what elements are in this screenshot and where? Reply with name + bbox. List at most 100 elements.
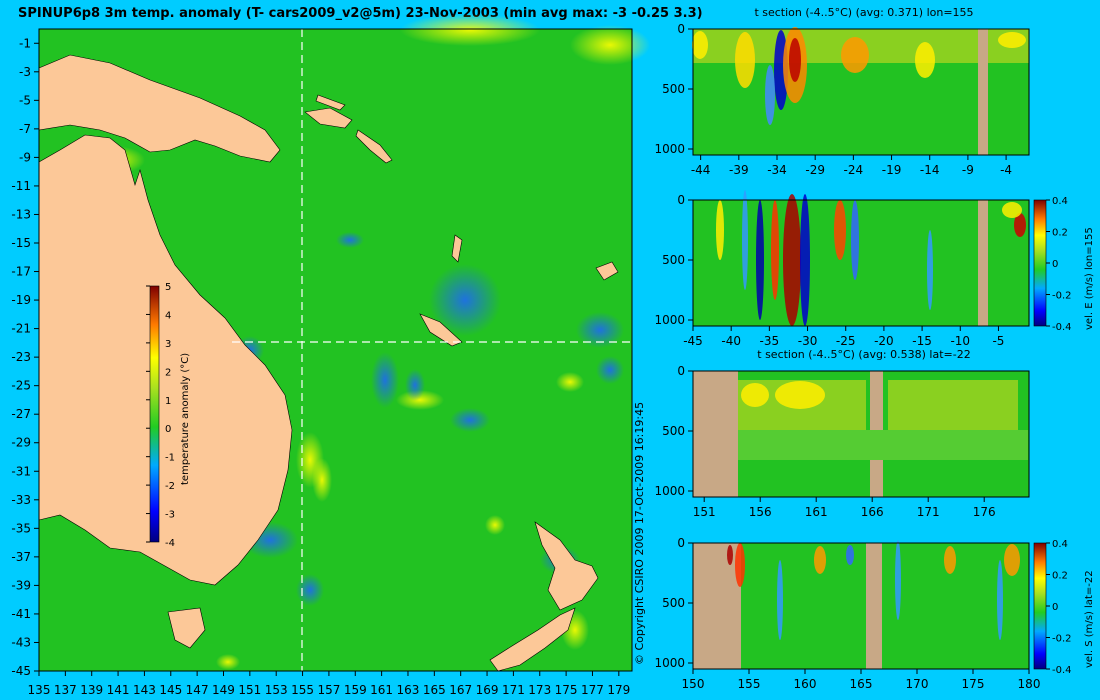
section-x-tick-label: -34 — [767, 163, 787, 177]
colorbar-tick-label: 0.4 — [1052, 196, 1068, 207]
section-vel-e-frame — [692, 199, 1030, 327]
map-y-tick-label: -15 — [11, 236, 31, 250]
map-x-tick-label: 179 — [607, 683, 630, 697]
section-x-tick-label: 166 — [861, 505, 884, 519]
map-x-tick-label: 159 — [344, 683, 367, 697]
map-colorbar-tick-label: -4 — [165, 538, 175, 549]
map-y-tick-label: -7 — [19, 122, 31, 136]
map-colorbar: 5 4 3 2 1 0 -1 -2 -3 -4 temperature anomaly (°C) — [146, 282, 191, 549]
section-x-tick-label: -10 — [950, 334, 970, 348]
section-x-tick-label: 161 — [805, 505, 828, 519]
section-x-tick-label: -20 — [874, 334, 894, 348]
map-anomaly-blob — [405, 369, 425, 401]
vel-s-colorbar-ramp — [1033, 542, 1047, 670]
section-y-tick-label: 500 — [662, 82, 685, 96]
map-x-tick-label: 135 — [28, 683, 51, 697]
colorbar-tick-label: 0.2 — [1052, 571, 1068, 582]
section-feature — [888, 380, 1018, 430]
section-feature — [742, 190, 748, 290]
map-y-tick-label: -1 — [19, 36, 31, 50]
map-x-tick-label: 173 — [528, 683, 551, 697]
section-feature — [1002, 202, 1022, 218]
colorbar-tick-label: 0.2 — [1052, 228, 1068, 239]
map-y-tick-label: -31 — [11, 464, 31, 478]
section-x-tick-label: 176 — [973, 505, 996, 519]
section-x-tick-label: -39 — [729, 163, 749, 177]
section-feature — [693, 371, 738, 497]
section-x-tick-label: -9 — [962, 163, 974, 177]
map-colorbar-tick-label: -1 — [165, 453, 175, 464]
map-anomaly-blob — [216, 654, 240, 670]
section-t-lon-ticks: -44 -39 -34 -29 -24 -19 -14 -9 -4 0 500 1000 — [654, 22, 1012, 177]
section-feature — [765, 65, 775, 125]
colorbar-tick-label: 0.4 — [1052, 539, 1068, 550]
section-x-tick-label: -15 — [912, 334, 932, 348]
vel-e-colorbar-ticks: 0.4 0.2 0 -0.2 -0.4 — [1046, 196, 1072, 333]
map-anomaly-blob — [485, 515, 505, 535]
map-frame — [38, 28, 633, 672]
section-feature — [978, 29, 988, 155]
section-feature — [851, 200, 859, 280]
map-colorbar-tick-label: 5 — [165, 282, 171, 293]
section-x-tick-label: 175 — [962, 677, 985, 691]
map-x-tick-label: 167 — [449, 683, 472, 697]
map-y-tick-label: -27 — [11, 407, 31, 421]
section-x-tick-label: 171 — [917, 505, 940, 519]
map-x-tick-label: 139 — [80, 683, 103, 697]
australia-landmass — [38, 134, 293, 586]
section-feature — [866, 543, 882, 669]
section-x-tick-label: 150 — [682, 677, 705, 691]
map-colorbar-tick-label: 3 — [165, 339, 171, 350]
map-y-tick-label: -3 — [19, 65, 31, 79]
section-feature — [738, 430, 1028, 460]
map-panel: 135 137 139 141 143 145 147 149 151 153 155 157 159 1… — [11, 14, 650, 697]
section-t-lat-frame — [692, 370, 1030, 498]
section-feature — [756, 200, 764, 320]
section-t-lat-title: t section (-4..5°C) (avg: 0.538) lat=-22 — [757, 348, 970, 361]
section-feature — [895, 540, 901, 620]
map-x-tick-label: 141 — [107, 683, 130, 697]
map-anomaly-blob — [371, 352, 399, 408]
map-y-tick-label: -21 — [11, 322, 31, 336]
colorbar-tick-label: 0 — [1052, 602, 1058, 613]
map-anomaly-blob — [576, 312, 624, 348]
section-y-tick-label: 0 — [677, 536, 685, 550]
section-y-tick-label: 0 — [677, 193, 685, 207]
section-feature — [777, 560, 783, 640]
section-t-lat-ticks: 151 156 161 166 171 176 0 500 1000 — [654, 364, 995, 519]
map-x-tick-label: 145 — [159, 683, 182, 697]
vel-e-colorbar-ramp — [1033, 199, 1047, 327]
section-feature — [775, 381, 825, 409]
map-x-tick-label: 151 — [238, 683, 261, 697]
section-x-tick-label: -25 — [836, 334, 856, 348]
copyright-text: © Copyright CSIRO 2009 17-Oct-2009 16:19… — [633, 402, 646, 665]
fiji-landmass — [595, 261, 619, 281]
nz-north-island-landmass — [534, 521, 599, 611]
colorbar-tick-label: -0.2 — [1052, 291, 1072, 302]
section-feature — [814, 546, 826, 574]
section-feature — [716, 200, 724, 260]
map-y-tick-label: -43 — [11, 635, 31, 649]
new-britain-landmass — [304, 107, 353, 129]
map-x-tick-label: 143 — [133, 683, 156, 697]
section-feature — [846, 545, 854, 565]
section-x-tick-label: -14 — [920, 163, 940, 177]
map-anomaly-blob — [312, 458, 332, 502]
section-feature — [841, 37, 869, 73]
map-y-ticks: -1 -3 -5 -7 -9 -11 -13 -15 -17 -19 -21 -23 -25 -27 -29… — [11, 36, 39, 678]
map-x-tick-label: 137 — [54, 683, 77, 697]
new-ireland-landmass — [315, 94, 346, 111]
section-t-lon-panel: t section (-4..5°C) (avg: 0.371) lon=155… — [654, 6, 1030, 177]
map-anomaly-blob — [570, 25, 650, 65]
map-y-tick-label: -19 — [11, 293, 31, 307]
section-vel-e-plot — [693, 200, 1029, 326]
solomon-islands-landmass — [355, 129, 393, 164]
section-x-tick-label: 160 — [794, 677, 817, 691]
section-y-tick-label: 0 — [677, 364, 685, 378]
section-t-lon-features — [692, 27, 1029, 155]
png-landmass — [38, 54, 281, 163]
section-t-lon-frame — [692, 28, 1030, 156]
vel-s-colorbar-label: vel. S (m/s) lat=-22 — [1084, 570, 1095, 668]
